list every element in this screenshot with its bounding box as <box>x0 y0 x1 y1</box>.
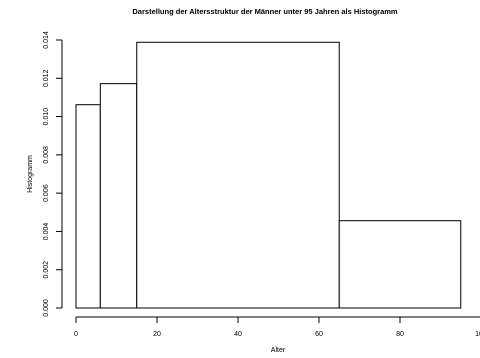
bar <box>99 83 138 309</box>
y-tick-label: 0.008 <box>43 146 50 164</box>
x-tick-label: 80 <box>396 331 404 338</box>
y-tick-label: 0.012 <box>43 69 50 87</box>
bar <box>75 104 101 309</box>
y-tick-label: 0.000 <box>43 299 50 317</box>
bar <box>136 41 340 309</box>
y-tick-label: 0.014 <box>43 31 50 49</box>
bar <box>338 220 462 309</box>
y-tick-label: 0.004 <box>43 223 50 241</box>
x-tick-label: 100 <box>475 331 480 338</box>
x-axis-label: Alter <box>271 347 286 354</box>
x-tick-label: 40 <box>234 331 242 338</box>
y-tick-label: 0.002 <box>43 261 50 279</box>
x-tick-label: 60 <box>315 331 323 338</box>
y-tick-label: 0.006 <box>43 184 50 202</box>
y-axis-label: Histogramm <box>27 155 34 193</box>
chart-title: Darstellung der Altersstruktur der Männe… <box>132 7 398 16</box>
x-tick-label: 20 <box>153 331 161 338</box>
y-tick-label: 0.010 <box>43 108 50 126</box>
x-tick-label: 0 <box>74 331 78 338</box>
